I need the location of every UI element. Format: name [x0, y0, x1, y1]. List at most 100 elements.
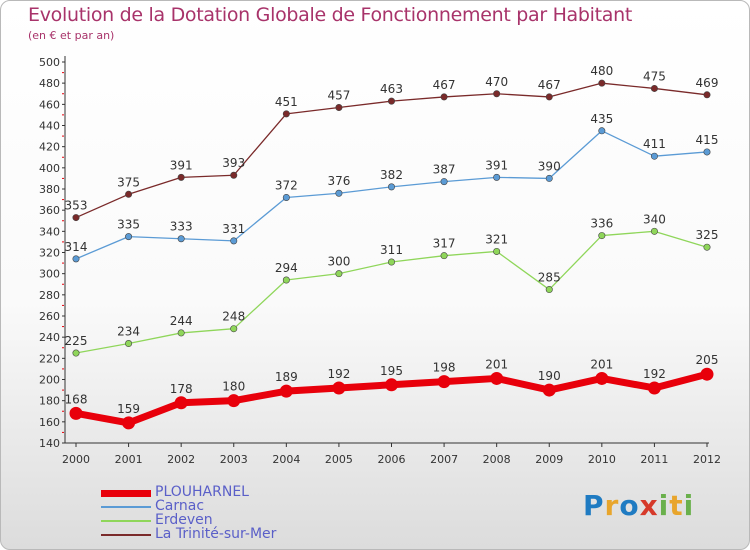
data-label-plouharnel: 159	[117, 402, 140, 416]
data-point-la-trinit-sur-mer	[703, 91, 711, 99]
x-tick-label: 2009	[535, 453, 563, 466]
data-point-carnac	[230, 237, 238, 245]
data-label-plouharnel: 205	[696, 353, 719, 367]
data-point-erdeven	[125, 340, 133, 348]
y-tick-label: 140	[39, 437, 60, 450]
data-label-carnac: 390	[538, 159, 561, 173]
legend-swatch	[101, 534, 151, 536]
data-label-carnac: 331	[222, 222, 245, 236]
data-label-carnac: 411	[643, 137, 666, 151]
data-point-plouharnel	[227, 394, 241, 408]
data-label-erdeven: 311	[380, 243, 403, 257]
data-label-plouharnel: 180	[222, 380, 245, 394]
data-label-erdeven: 340	[643, 212, 666, 226]
y-tick-label: 160	[39, 416, 60, 429]
data-point-erdeven	[230, 325, 238, 333]
legend-swatch	[101, 520, 151, 522]
data-label-plouharnel: 190	[538, 369, 561, 383]
logo-letter: P	[583, 489, 605, 522]
data-point-erdeven	[493, 247, 501, 255]
logo-letter: i	[658, 489, 670, 522]
legend-label: PLOUHARNEL	[155, 484, 249, 500]
x-tick-label: 2007	[430, 453, 458, 466]
logo-letter: r	[604, 489, 620, 522]
data-label-la-trinit-sur-mer: 470	[485, 75, 508, 89]
data-label-la-trinit-sur-mer: 475	[643, 69, 666, 83]
data-point-la-trinit-sur-mer	[493, 90, 501, 98]
legend-label: La Trinité-sur-Mer	[155, 526, 277, 542]
legend-item: Erdeven	[101, 512, 341, 528]
data-point-erdeven	[598, 232, 606, 240]
data-label-plouharnel: 192	[327, 367, 350, 381]
data-label-carnac: 335	[117, 218, 140, 232]
data-point-plouharnel	[279, 384, 293, 398]
y-tick-label: 280	[39, 289, 60, 302]
data-label-carnac: 387	[433, 163, 456, 177]
x-tick-label: 2010	[588, 453, 616, 466]
x-tick-label: 2004	[272, 453, 300, 466]
data-label-la-trinit-sur-mer: 467	[538, 78, 561, 92]
y-tick-label: 420	[39, 141, 60, 154]
data-point-la-trinit-sur-mer	[282, 110, 290, 118]
data-label-plouharnel: 195	[380, 364, 403, 378]
y-tick-label: 260	[39, 310, 60, 323]
data-point-erdeven	[282, 276, 290, 284]
data-label-plouharnel: 178	[170, 382, 193, 396]
data-point-erdeven	[545, 286, 553, 294]
y-tick-label: 480	[39, 77, 60, 90]
y-tick-label: 200	[39, 374, 60, 387]
x-tick-label: 2008	[483, 453, 511, 466]
x-tick-label: 2005	[325, 453, 353, 466]
legend-item: PLOUHARNEL	[101, 484, 341, 500]
data-point-carnac	[703, 148, 711, 156]
data-label-plouharnel: 201	[590, 357, 613, 371]
data-label-carnac: 382	[380, 168, 403, 182]
data-label-erdeven: 336	[590, 217, 613, 231]
data-point-carnac	[440, 178, 448, 186]
data-label-erdeven: 321	[485, 232, 508, 246]
data-point-erdeven	[387, 258, 395, 266]
series-line-carnac	[75, 130, 708, 260]
legend-label: Carnac	[155, 498, 205, 514]
data-label-erdeven: 248	[222, 310, 245, 324]
data-label-la-trinit-sur-mer: 463	[380, 82, 403, 96]
y-tick-label: 220	[39, 352, 60, 365]
y-tick-label: 300	[39, 268, 60, 281]
data-label-plouharnel: 192	[643, 367, 666, 381]
data-label-carnac: 391	[485, 158, 508, 172]
x-tick-label: 2001	[115, 453, 143, 466]
data-point-plouharnel	[595, 371, 609, 385]
data-label-carnac: 376	[327, 174, 350, 188]
y-tick-label: 320	[39, 247, 60, 260]
data-point-carnac	[545, 174, 553, 182]
data-label-la-trinit-sur-mer: 469	[696, 76, 719, 90]
legend-swatch	[101, 489, 151, 497]
x-tick-label: 2012	[693, 453, 721, 466]
data-label-carnac: 415	[696, 133, 719, 147]
data-point-la-trinit-sur-mer	[125, 190, 133, 198]
y-tick-label: 460	[39, 98, 60, 111]
y-tick-label: 380	[39, 183, 60, 196]
data-label-la-trinit-sur-mer: 393	[222, 156, 245, 170]
x-tick-label: 2011	[640, 453, 668, 466]
data-label-erdeven: 234	[117, 325, 140, 339]
data-label-la-trinit-sur-mer: 375	[117, 175, 140, 189]
chart-title: Evolution de la Dotation Globale de Fonc…	[28, 4, 633, 26]
data-label-carnac: 314	[65, 240, 88, 254]
data-label-erdeven: 244	[170, 314, 193, 328]
logo-letter: i	[683, 489, 695, 522]
data-point-carnac	[598, 127, 606, 135]
data-point-erdeven	[335, 270, 343, 278]
data-point-la-trinit-sur-mer	[177, 173, 185, 181]
data-point-plouharnel	[490, 371, 504, 385]
y-tick-label: 360	[39, 204, 60, 217]
logo-letter: t	[669, 489, 684, 522]
data-label-plouharnel: 201	[485, 357, 508, 371]
data-point-la-trinit-sur-mer	[335, 104, 343, 112]
legend-item: La Trinité-sur-Mer	[101, 526, 341, 542]
data-point-plouharnel	[437, 375, 451, 389]
data-point-la-trinit-sur-mer	[387, 97, 395, 105]
legend-label: Erdeven	[155, 512, 213, 528]
data-point-plouharnel	[542, 383, 556, 397]
